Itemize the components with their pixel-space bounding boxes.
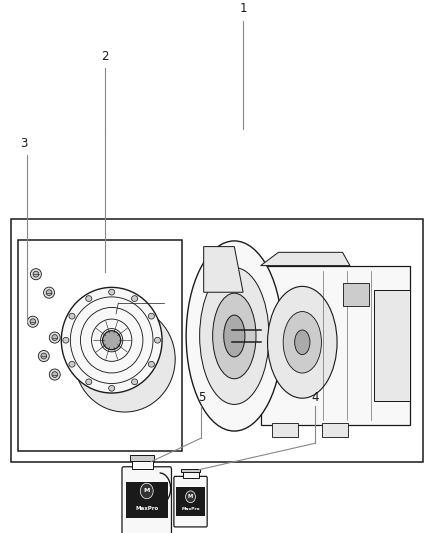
Ellipse shape xyxy=(63,337,69,343)
Bar xyxy=(126,482,168,518)
Ellipse shape xyxy=(186,241,283,431)
Text: 3: 3 xyxy=(21,137,28,150)
Ellipse shape xyxy=(155,337,161,343)
Bar xyxy=(261,265,410,425)
Bar xyxy=(343,283,369,305)
Ellipse shape xyxy=(131,379,138,385)
Ellipse shape xyxy=(49,332,60,343)
Bar xyxy=(183,472,198,478)
Text: 2: 2 xyxy=(101,50,109,63)
Ellipse shape xyxy=(295,330,310,354)
Text: ATF+4: ATF+4 xyxy=(140,479,153,483)
Ellipse shape xyxy=(61,287,162,393)
Text: MaxPro: MaxPro xyxy=(135,506,159,511)
Circle shape xyxy=(140,483,153,499)
Ellipse shape xyxy=(283,312,321,373)
Ellipse shape xyxy=(69,313,75,319)
Ellipse shape xyxy=(30,319,36,325)
Ellipse shape xyxy=(46,290,52,296)
Ellipse shape xyxy=(33,271,39,277)
Ellipse shape xyxy=(39,351,49,361)
Circle shape xyxy=(186,491,195,503)
Ellipse shape xyxy=(200,268,269,405)
Ellipse shape xyxy=(74,306,175,412)
Bar xyxy=(181,469,200,472)
Ellipse shape xyxy=(41,353,47,359)
Ellipse shape xyxy=(52,335,58,341)
Ellipse shape xyxy=(49,369,60,380)
FancyBboxPatch shape xyxy=(122,467,172,533)
Bar xyxy=(132,461,153,469)
Ellipse shape xyxy=(52,372,58,377)
Bar xyxy=(131,455,154,461)
Bar xyxy=(374,289,410,401)
Ellipse shape xyxy=(27,316,39,327)
Ellipse shape xyxy=(213,293,256,379)
Ellipse shape xyxy=(86,296,92,302)
Ellipse shape xyxy=(224,315,245,357)
Bar xyxy=(18,240,182,451)
Ellipse shape xyxy=(109,385,115,391)
Ellipse shape xyxy=(44,287,55,298)
Text: 1: 1 xyxy=(239,2,247,15)
Bar xyxy=(322,423,348,437)
Bar xyxy=(272,423,298,437)
Text: 5: 5 xyxy=(198,391,205,403)
Ellipse shape xyxy=(86,379,92,385)
Ellipse shape xyxy=(109,289,115,295)
Text: MaxPro: MaxPro xyxy=(181,507,200,511)
Ellipse shape xyxy=(148,361,155,367)
FancyBboxPatch shape xyxy=(174,477,207,527)
Ellipse shape xyxy=(69,361,75,367)
Ellipse shape xyxy=(268,286,337,398)
Text: 4: 4 xyxy=(311,391,319,403)
Bar xyxy=(11,219,423,462)
Ellipse shape xyxy=(102,330,121,350)
Polygon shape xyxy=(261,252,350,265)
Ellipse shape xyxy=(31,269,41,280)
Bar xyxy=(177,487,205,516)
Ellipse shape xyxy=(131,296,138,302)
Polygon shape xyxy=(61,340,175,359)
Text: M: M xyxy=(188,494,193,499)
Text: M: M xyxy=(144,488,150,494)
Ellipse shape xyxy=(148,313,155,319)
Polygon shape xyxy=(204,247,243,292)
